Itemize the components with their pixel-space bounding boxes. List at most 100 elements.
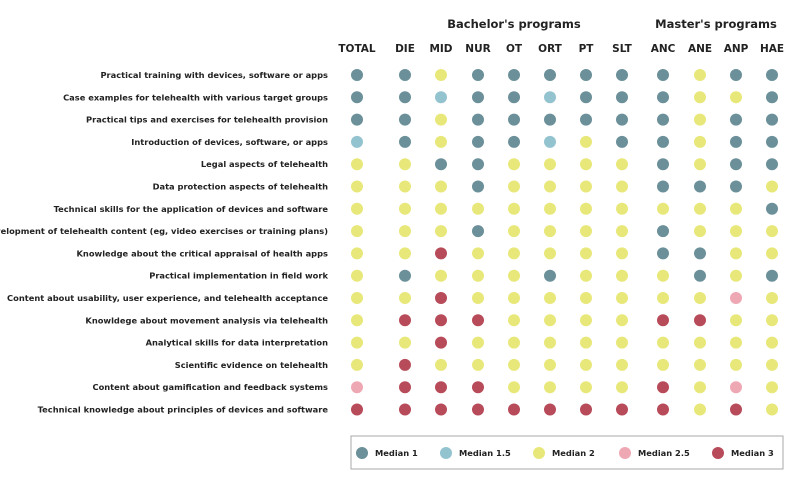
median-dot-mid-row-12 bbox=[435, 314, 447, 327]
median-dot-ane-row-7 bbox=[694, 202, 706, 215]
median-dot-ot-row-7 bbox=[508, 202, 520, 215]
median-dot-nur-row-12 bbox=[472, 314, 484, 327]
median-dot-ane-row-13 bbox=[694, 336, 706, 349]
median-dot-ort-row-12 bbox=[544, 314, 556, 327]
median-dot-pt-row-2 bbox=[580, 91, 592, 104]
median-dot-nur-row-1 bbox=[472, 69, 484, 81]
column-label-slt: SLT bbox=[612, 43, 633, 55]
median-dot-die-row-1 bbox=[399, 69, 411, 81]
row-label: Content about usability, user experience… bbox=[7, 293, 328, 303]
median-dot-ot-row-13 bbox=[508, 336, 520, 349]
median-dot-slt-row-1 bbox=[616, 69, 628, 81]
median-dot-nur-row-14 bbox=[472, 358, 484, 371]
median-dot-anp-row-2 bbox=[730, 91, 742, 104]
column-label-ort: ORT bbox=[538, 43, 563, 55]
median-dot-mid-row-7 bbox=[435, 202, 447, 215]
median-dot-anc-row-10 bbox=[657, 269, 669, 282]
median-dot-ane-row-15 bbox=[694, 381, 706, 394]
median-dot-slt-row-10 bbox=[616, 269, 628, 282]
median-dot-anp-row-15 bbox=[730, 381, 742, 394]
row-label: Content about gamification and feedback … bbox=[92, 382, 328, 392]
median-dot-anp-row-8 bbox=[730, 225, 742, 238]
median-dot-ot-row-16 bbox=[508, 403, 520, 416]
median-dot-ort-row-7 bbox=[544, 202, 556, 215]
column-label-anp: ANP bbox=[724, 43, 749, 55]
median-dot-hae-row-9 bbox=[766, 247, 778, 260]
median-dot-ort-row-3 bbox=[544, 113, 556, 126]
column-label-mid: MID bbox=[429, 43, 452, 55]
median-dot-ane-row-11 bbox=[694, 292, 706, 304]
median-dot-total-row-16 bbox=[351, 403, 363, 416]
median-dot-anp-row-12 bbox=[730, 314, 742, 327]
median-dot-total-row-7 bbox=[351, 202, 363, 215]
row-label: Technical skills for the application of … bbox=[54, 204, 329, 214]
median-dot-die-row-10 bbox=[399, 269, 411, 282]
median-dot-pt-row-16 bbox=[580, 403, 592, 416]
median-dot-hae-row-16 bbox=[766, 403, 778, 416]
median-dot-mid-row-6 bbox=[435, 180, 447, 193]
row-label: Legal aspects of telehealth bbox=[201, 159, 328, 169]
median-dot-anc-row-7 bbox=[657, 202, 669, 215]
median-dot-total-row-5 bbox=[351, 158, 363, 171]
median-dot-die-row-3 bbox=[399, 113, 411, 126]
legend-swatch-median-1 bbox=[356, 447, 368, 459]
median-dot-hae-row-13 bbox=[766, 336, 778, 349]
median-dot-hae-row-15 bbox=[766, 381, 778, 394]
median-dot-nur-row-5 bbox=[472, 158, 484, 171]
median-dot-anc-row-16 bbox=[657, 403, 669, 416]
median-dot-hae-row-14 bbox=[766, 358, 778, 371]
column-label-total: TOTAL bbox=[338, 43, 376, 55]
median-dot-mid-row-9 bbox=[435, 247, 447, 260]
median-dot-ort-row-16 bbox=[544, 403, 556, 416]
median-dot-total-row-9 bbox=[351, 247, 363, 260]
median-dot-ort-row-13 bbox=[544, 336, 556, 349]
median-dot-nur-row-2 bbox=[472, 91, 484, 104]
median-dot-anp-row-11 bbox=[730, 292, 742, 304]
row-label: Knowldege about movement analysis via te… bbox=[85, 315, 328, 325]
column-label-hae: HAE bbox=[760, 43, 784, 55]
median-dot-ort-row-2 bbox=[544, 91, 556, 104]
median-dot-ane-row-9 bbox=[694, 247, 706, 260]
median-dot-ane-row-10 bbox=[694, 269, 706, 282]
median-dot-ort-row-14 bbox=[544, 358, 556, 371]
median-dot-ot-row-5 bbox=[508, 158, 520, 171]
median-dot-mid-row-10 bbox=[435, 269, 447, 282]
median-dot-ot-row-3 bbox=[508, 113, 520, 126]
column-label-anc: ANC bbox=[651, 43, 676, 55]
median-dot-nur-row-13 bbox=[472, 336, 484, 349]
median-dot-anp-row-3 bbox=[730, 113, 742, 126]
median-dot-mid-row-15 bbox=[435, 381, 447, 394]
column-group-titles: Bachelor's programs Master's programs bbox=[447, 17, 777, 31]
median-dot-pt-row-1 bbox=[580, 69, 592, 81]
median-dot-hae-row-10 bbox=[766, 269, 778, 282]
median-dot-slt-row-3 bbox=[616, 113, 628, 126]
row-labels: Practical training with devices, softwar… bbox=[0, 70, 328, 415]
median-dot-anc-row-1 bbox=[657, 69, 669, 81]
median-dot-mid-row-11 bbox=[435, 292, 447, 304]
median-dot-anc-row-13 bbox=[657, 336, 669, 349]
median-dot-die-row-6 bbox=[399, 180, 411, 193]
median-dot-pt-row-8 bbox=[580, 225, 592, 238]
median-dot-ane-row-4 bbox=[694, 135, 706, 148]
median-dot-die-row-13 bbox=[399, 336, 411, 349]
median-dot-pt-row-14 bbox=[580, 358, 592, 371]
median-dot-nur-row-9 bbox=[472, 247, 484, 260]
median-dot-total-row-8 bbox=[351, 225, 363, 238]
median-dot-nur-row-7 bbox=[472, 202, 484, 215]
row-label: Development of telehealth content (eg, v… bbox=[0, 226, 328, 236]
median-dot-ort-row-10 bbox=[544, 269, 556, 282]
median-dot-ort-row-6 bbox=[544, 180, 556, 193]
median-dot-nur-row-6 bbox=[472, 180, 484, 193]
median-dot-ort-row-4 bbox=[544, 135, 556, 148]
median-dot-slt-row-4 bbox=[616, 135, 628, 148]
median-dot-hae-row-6 bbox=[766, 180, 778, 193]
median-dot-ort-row-9 bbox=[544, 247, 556, 260]
median-dot-nur-row-15 bbox=[472, 381, 484, 394]
median-dot-pt-row-12 bbox=[580, 314, 592, 327]
group-title-master: Master's programs bbox=[655, 17, 777, 31]
median-dot-die-row-4 bbox=[399, 135, 411, 148]
median-dot-slt-row-5 bbox=[616, 158, 628, 171]
median-dot-slt-row-8 bbox=[616, 225, 628, 238]
median-dot-pt-row-13 bbox=[580, 336, 592, 349]
median-dot-pt-row-3 bbox=[580, 113, 592, 126]
